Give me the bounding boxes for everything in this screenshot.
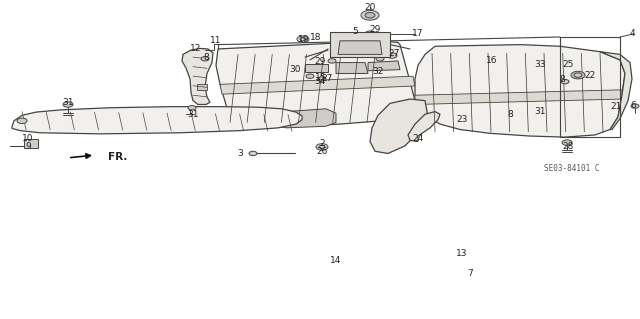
Circle shape bbox=[316, 144, 328, 150]
Text: 31: 31 bbox=[188, 110, 199, 119]
Text: 14: 14 bbox=[330, 256, 342, 265]
Polygon shape bbox=[408, 112, 440, 142]
Text: 28: 28 bbox=[563, 142, 573, 152]
Polygon shape bbox=[338, 41, 382, 55]
Polygon shape bbox=[415, 45, 625, 137]
Text: 30: 30 bbox=[289, 65, 301, 74]
Polygon shape bbox=[216, 41, 415, 128]
Circle shape bbox=[188, 106, 196, 110]
Text: 31: 31 bbox=[62, 98, 74, 107]
Text: 13: 13 bbox=[456, 249, 468, 257]
Circle shape bbox=[365, 31, 375, 36]
Polygon shape bbox=[600, 52, 632, 130]
Text: 25: 25 bbox=[563, 60, 573, 69]
Circle shape bbox=[201, 56, 209, 61]
Circle shape bbox=[328, 59, 336, 63]
Circle shape bbox=[339, 34, 351, 40]
Text: 3: 3 bbox=[237, 150, 243, 159]
Text: 8: 8 bbox=[203, 53, 209, 62]
Polygon shape bbox=[182, 48, 213, 105]
Circle shape bbox=[300, 38, 306, 41]
Text: 11: 11 bbox=[211, 36, 221, 45]
Text: 34: 34 bbox=[314, 77, 326, 86]
Text: 12: 12 bbox=[190, 44, 202, 54]
Polygon shape bbox=[370, 99, 428, 153]
Circle shape bbox=[249, 151, 257, 156]
Polygon shape bbox=[368, 61, 400, 71]
Text: 26: 26 bbox=[316, 147, 328, 156]
Text: 21: 21 bbox=[611, 102, 621, 111]
Circle shape bbox=[376, 56, 384, 61]
Text: 31: 31 bbox=[534, 107, 546, 116]
Polygon shape bbox=[220, 76, 415, 94]
Circle shape bbox=[365, 12, 375, 18]
Text: 10: 10 bbox=[22, 134, 34, 143]
Text: FR.: FR. bbox=[108, 152, 128, 162]
Polygon shape bbox=[415, 90, 622, 105]
Text: 20: 20 bbox=[364, 3, 376, 11]
Text: SE03-84101 C: SE03-84101 C bbox=[545, 164, 600, 173]
Text: 8: 8 bbox=[559, 75, 565, 84]
Text: 29: 29 bbox=[314, 57, 326, 66]
Circle shape bbox=[63, 102, 73, 107]
Text: 16: 16 bbox=[486, 56, 498, 65]
Text: 19: 19 bbox=[298, 35, 310, 44]
Text: 18: 18 bbox=[310, 33, 322, 41]
Polygon shape bbox=[305, 64, 328, 72]
Circle shape bbox=[361, 10, 379, 20]
Text: 2: 2 bbox=[319, 139, 325, 148]
Text: 27: 27 bbox=[388, 49, 400, 58]
Text: 6: 6 bbox=[630, 100, 636, 109]
Text: 15: 15 bbox=[316, 73, 327, 82]
Polygon shape bbox=[330, 32, 390, 57]
Text: 8: 8 bbox=[507, 110, 513, 119]
Circle shape bbox=[318, 77, 326, 81]
Circle shape bbox=[17, 118, 27, 123]
Circle shape bbox=[562, 140, 572, 145]
Circle shape bbox=[319, 145, 325, 149]
Text: 24: 24 bbox=[412, 134, 424, 143]
Circle shape bbox=[297, 36, 309, 42]
Text: 5: 5 bbox=[352, 26, 358, 35]
Text: 17: 17 bbox=[412, 29, 424, 38]
Polygon shape bbox=[278, 109, 336, 128]
Text: 32: 32 bbox=[372, 67, 384, 76]
Polygon shape bbox=[12, 107, 302, 134]
Text: 29: 29 bbox=[369, 26, 381, 34]
Circle shape bbox=[561, 79, 569, 84]
Polygon shape bbox=[24, 139, 38, 148]
Circle shape bbox=[631, 104, 639, 108]
Text: 33: 33 bbox=[534, 60, 546, 69]
Text: 22: 22 bbox=[584, 70, 596, 80]
Text: 4: 4 bbox=[629, 29, 635, 38]
Circle shape bbox=[387, 53, 397, 58]
Circle shape bbox=[574, 73, 582, 77]
Text: 7: 7 bbox=[467, 269, 473, 278]
Text: 9: 9 bbox=[25, 142, 31, 152]
Circle shape bbox=[571, 71, 585, 79]
Text: 23: 23 bbox=[456, 115, 468, 124]
Circle shape bbox=[306, 74, 314, 78]
Polygon shape bbox=[197, 84, 207, 90]
Text: 27: 27 bbox=[321, 74, 333, 83]
Polygon shape bbox=[336, 63, 368, 73]
